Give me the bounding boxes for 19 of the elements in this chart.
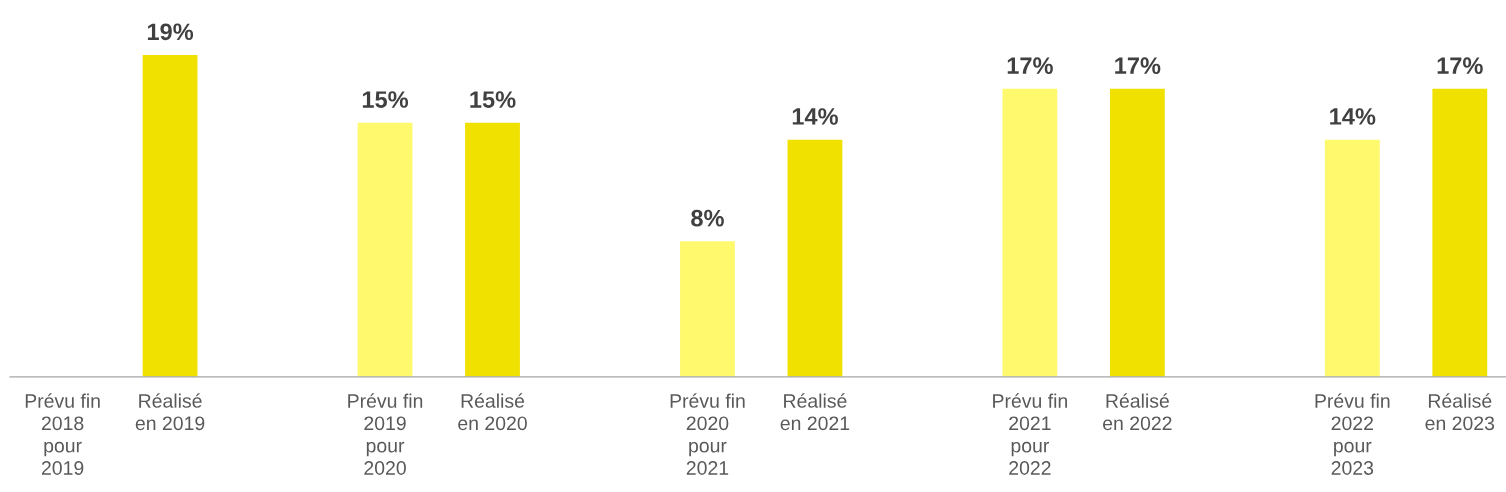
x-tick-label: Prévu fin 2020 pour 2021 (670, 393, 745, 475)
x-tick-label: Réalisé en 2019 (135, 393, 205, 431)
x-tick-label: Prévu fin 2022 pour 2023 (1315, 393, 1390, 475)
x-tick-label: Prévu fin 2018 pour 2019 (25, 393, 100, 475)
data-label: 17% (1007, 57, 1053, 74)
data-label: 19% (147, 23, 194, 41)
data-label: 17% (1437, 57, 1483, 74)
data-label: 14% (1330, 108, 1376, 125)
x-tick-label: Réalisé en 2021 (780, 393, 850, 431)
data-label: 14% (792, 108, 838, 125)
x-tick-label: Prévu fin 2021 pour 2022 (993, 393, 1067, 475)
data-label: 15% (470, 91, 516, 108)
x-tick-label: Prévu fin 2019 pour 2020 (348, 393, 423, 475)
x-tick-label: Réalisé en 2022 (1103, 393, 1172, 431)
data-label: 8% (691, 209, 724, 227)
data-label: 15% (362, 91, 409, 108)
x-tick-label: Réalisé en 2020 (458, 393, 527, 431)
x-tick-label: Réalisé en 2023 (1425, 393, 1495, 431)
data-label: 17% (1115, 57, 1161, 74)
